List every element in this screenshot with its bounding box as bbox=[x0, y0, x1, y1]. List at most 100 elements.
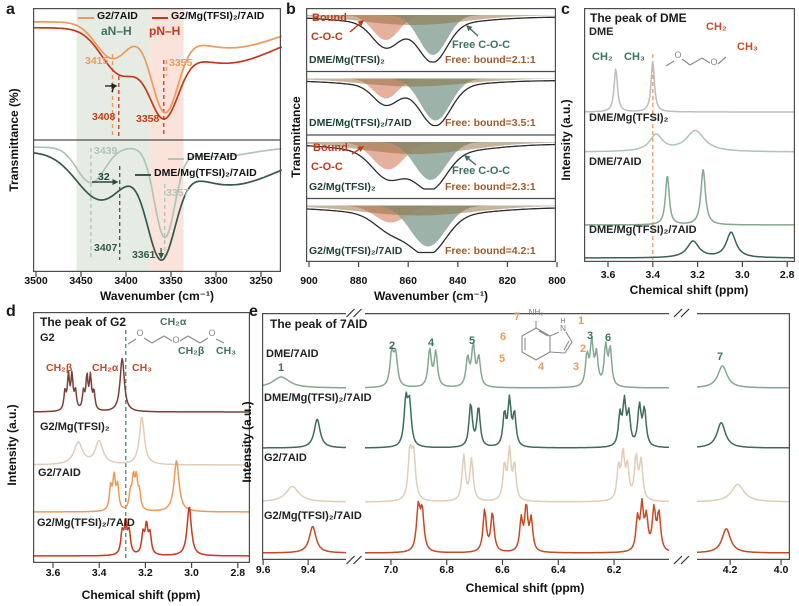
plot-border bbox=[306, 8, 557, 263]
peak-5-label: 5 bbox=[468, 335, 476, 347]
panel-e-xlabel: Chemical shift (ppm) bbox=[465, 581, 585, 595]
legend-dme-7aid: DME/7AID bbox=[187, 151, 238, 163]
tick-label: 4.2 bbox=[722, 564, 738, 576]
tick-label: 9.6 bbox=[255, 564, 271, 576]
tick-label: 900 bbox=[300, 275, 318, 287]
wavenumber-3415-label: 3415 bbox=[85, 55, 109, 67]
nmr-trace bbox=[261, 335, 791, 389]
ch2b-peak-label: CH₂β bbox=[46, 362, 73, 374]
tick-label: 9.4 bbox=[300, 564, 316, 576]
legend-g2-7aid: G2/7AID bbox=[97, 10, 138, 22]
peak-1-label: 1 bbox=[277, 362, 285, 374]
panel-d-xlabel: Chemical shift (ppm) bbox=[81, 588, 201, 602]
bound-coc-label-1b: C-O-C bbox=[311, 31, 343, 43]
molecule-bond bbox=[717, 56, 727, 65]
axis-break-mark bbox=[673, 555, 683, 565]
wavenumber-3355-label: 3355 bbox=[169, 57, 193, 69]
axis-break-mark bbox=[346, 308, 355, 318]
ftir-curve bbox=[33, 152, 283, 262]
axis-break-mark bbox=[353, 308, 362, 318]
tick-label: 4.0 bbox=[773, 564, 789, 576]
legend-swatch bbox=[135, 174, 151, 176]
nmr-trace bbox=[584, 231, 795, 259]
plot-border bbox=[584, 8, 796, 263]
panel-d-letter: d bbox=[6, 303, 16, 320]
molecule-bond bbox=[187, 335, 201, 344]
trace-g2-mgtfsi2-7aid-label: G2/Mg(TFSI)₂/7AID bbox=[264, 510, 362, 522]
axis-break-mark bbox=[346, 555, 355, 565]
subpanel-1-ratio: Free: bound=2.1:1 bbox=[445, 54, 536, 66]
shift-32-label: 32 bbox=[98, 171, 110, 183]
panel-e-plot bbox=[261, 308, 791, 565]
molecule-bond bbox=[538, 330, 549, 337]
trace-dme-mgtfsi2-7aid-label: DME/Mg(TFSI)₂/7AID bbox=[264, 392, 372, 404]
trace-g2-7aid-label: G2/7AID bbox=[264, 452, 307, 464]
molecule-bond bbox=[127, 338, 137, 345]
panel-c-letter: c bbox=[561, 1, 570, 18]
tick-label: 3.0 bbox=[735, 269, 750, 281]
wavenumber-3358-label: 3358 bbox=[136, 113, 160, 125]
molecule-pos-6-label: 6 bbox=[499, 331, 507, 343]
bound-arrow bbox=[357, 20, 364, 27]
panel-d-ylabel: Intensity (a.u.) bbox=[5, 404, 19, 486]
axis-break-mark bbox=[673, 308, 683, 318]
panel-b-xlabel: Wavenumber (cm⁻¹) bbox=[374, 289, 488, 303]
molecule-bond bbox=[535, 327, 551, 337]
panel-a-xlabel: Wavenumber (cm⁻¹) bbox=[100, 289, 214, 303]
wavenumber-3408-label: 3408 bbox=[92, 111, 116, 123]
nh2-atom-label: NH₂ bbox=[528, 308, 544, 317]
tick-label: 6.4 bbox=[550, 564, 566, 576]
oxygen-atom-label: O bbox=[208, 328, 216, 338]
overlap-coc-component bbox=[306, 142, 556, 154]
molecule-bond bbox=[701, 57, 711, 64]
bound-arrow bbox=[349, 22, 362, 33]
tick-label: 6.8 bbox=[439, 564, 455, 576]
envelope-curve bbox=[305, 80, 556, 127]
molecule-pos-4-label: 4 bbox=[537, 361, 545, 373]
envelope-curve bbox=[305, 207, 557, 254]
panel-b-letter: b bbox=[286, 1, 296, 18]
bound-arrow bbox=[357, 146, 364, 152]
oxygen-atom-label: O bbox=[674, 50, 682, 60]
peak-3-label: 3 bbox=[586, 330, 594, 342]
tick-label: 3.4 bbox=[91, 567, 107, 579]
panel-c-title: The peak of DME bbox=[590, 11, 687, 25]
tick-label: 3400 bbox=[114, 275, 138, 287]
free-arrow bbox=[464, 155, 471, 162]
proton-nh-label: pN–H bbox=[149, 24, 181, 38]
ftir-curve bbox=[33, 146, 282, 239]
bound-coc-label-3: Bound bbox=[313, 142, 348, 154]
trace-dme-mgtfsi2-7aid-label: DME/Mg(TFSI)₂/7AID bbox=[589, 224, 697, 236]
molecule-bond bbox=[681, 58, 691, 66]
shift-32-arrow bbox=[112, 179, 119, 185]
nmr-trace bbox=[33, 460, 250, 513]
molecule-ch2-label: CH₂ bbox=[706, 21, 727, 33]
overlap-coc-component bbox=[306, 205, 556, 216]
trace-g2-label: G2 bbox=[40, 332, 55, 344]
molecule-pos-3-label: 3 bbox=[572, 361, 580, 373]
axis-break-mark bbox=[680, 555, 690, 565]
envelope-curve bbox=[305, 143, 556, 190]
tick-label: 3.0 bbox=[184, 567, 199, 579]
nmr-trace bbox=[33, 416, 250, 466]
tick-label: 3.2 bbox=[138, 567, 153, 579]
molecule-ch3-label: CH₃ bbox=[216, 345, 237, 357]
wavenumber-3407-label: 3407 bbox=[94, 242, 118, 254]
free-arrow bbox=[468, 27, 479, 37]
shift-7-label: 7 bbox=[110, 83, 116, 95]
envelope-curve bbox=[306, 16, 556, 63]
molecule-bond bbox=[549, 331, 560, 337]
ch2-peak-label: CH₂ bbox=[592, 51, 613, 63]
panel-d-title: The peak of G2 bbox=[40, 315, 127, 329]
free-coc-component bbox=[306, 78, 556, 121]
wavenumber-3361-label: 3361 bbox=[132, 249, 156, 261]
molecule-ch2a-label: CH₂α bbox=[160, 316, 187, 328]
trace-g2-mgtfsi2-7aid-label: G2/Mg(TFSI)₂/7AID bbox=[37, 517, 135, 529]
n-atom-label: N bbox=[560, 324, 566, 333]
nmr-trace bbox=[261, 391, 791, 449]
peak-3361-arrow bbox=[158, 253, 165, 259]
molecule-bond bbox=[143, 337, 153, 344]
tick-label: 820 bbox=[498, 275, 517, 287]
ch3-peak-label: CH₃ bbox=[132, 362, 153, 374]
